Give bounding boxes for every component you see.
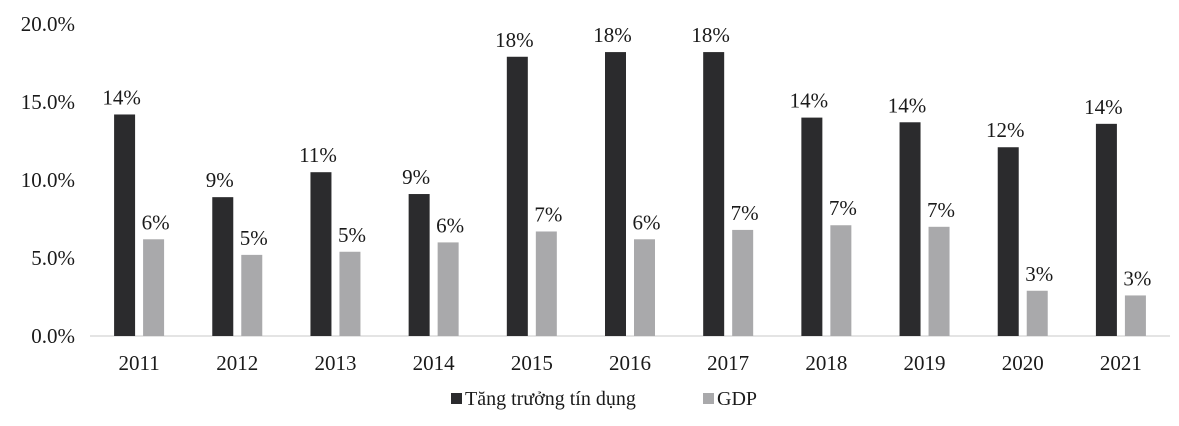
credit-growth-bar [114, 114, 136, 336]
credit-growth-data-label: 14% [888, 93, 927, 117]
legend-swatch-gdp [703, 393, 714, 404]
x-axis: 2011 2012 2013 2014 2015 2016 2017 2018 2019 2020… [90, 335, 1170, 375]
gdp-bar [241, 254, 263, 336]
credit-growth-bar [605, 52, 626, 336]
x-tick-label: 2019 [904, 351, 946, 375]
credit-growth-data-label: 14% [102, 85, 141, 109]
gdp-bar [732, 229, 754, 336]
credit-growth-bar [801, 117, 823, 336]
gdp-data-label: 3% [1025, 262, 1053, 286]
credit-growth-data-label: 11% [299, 143, 337, 167]
credit-growth-data-label: 9% [402, 165, 430, 189]
gdp-bar [339, 251, 361, 336]
gdp-data-label: 7% [731, 201, 759, 225]
y-tick-label: 15.0% [21, 90, 75, 114]
gdp-data-label: 7% [829, 196, 857, 220]
gdp-data-label: 7% [534, 202, 562, 226]
x-tick-label: 2016 [609, 351, 651, 375]
x-tick-label: 2018 [805, 351, 847, 375]
x-tick-label: 2017 [707, 351, 749, 375]
data-labels: 14%6%9%5%11%5%9%6%18%7%18%6%18%7%14%7%14… [102, 23, 1151, 290]
gdp-bar [830, 225, 852, 336]
credit-growth-data-label: 18% [495, 28, 534, 52]
credit-growth-bar [506, 56, 528, 336]
x-tick-label: 2011 [118, 351, 159, 375]
legend-label-gdp: GDP [717, 388, 757, 410]
credit-growth-bar [997, 147, 1019, 336]
x-tick-label: 2014 [413, 351, 456, 375]
credit-growth-bar [899, 122, 921, 336]
credit-growth-bar [703, 52, 725, 336]
bars [114, 52, 1146, 336]
y-tick-label: 0.0% [31, 324, 75, 348]
gdp-bar [1026, 290, 1048, 336]
gdp-data-label: 3% [1123, 266, 1151, 290]
credit-growth-data-label: 9% [206, 168, 234, 192]
legend-swatch-credit-growth [451, 393, 462, 404]
y-tick-label: 5.0% [31, 246, 75, 270]
x-tick-label: 2015 [511, 351, 553, 375]
x-tick-label: 2012 [216, 351, 258, 375]
gdp-data-label: 5% [338, 223, 366, 247]
credit-growth-bar [212, 197, 234, 336]
gdp-bar [1124, 295, 1146, 336]
gdp-bar [535, 231, 557, 336]
gdp-data-label: 5% [240, 226, 268, 250]
credit-growth-bar [408, 194, 430, 336]
x-tick-label: 2013 [314, 351, 356, 375]
credit-growth-data-label: 18% [691, 23, 730, 47]
credit-growth-data-label: 14% [790, 89, 829, 113]
legend: Tăng trưởng tín dụng GDP [451, 388, 757, 410]
y-tick-label: 10.0% [21, 168, 75, 192]
x-tick-label: 2020 [1002, 351, 1044, 375]
credit-growth-data-label: 12% [986, 118, 1025, 142]
gdp-bar [437, 242, 459, 336]
x-tick-label: 2021 [1100, 351, 1142, 375]
y-tick-label: 20.0% [21, 12, 75, 36]
gdp-data-label: 6% [142, 210, 170, 234]
legend-label-credit-growth: Tăng trưởng tín dụng [465, 388, 636, 410]
gdp-bar [143, 239, 165, 336]
gdp-bar [634, 239, 655, 336]
gdp-bar [928, 226, 950, 336]
gdp-data-label: 7% [927, 198, 955, 222]
credit-growth-data-label: 18% [593, 23, 632, 47]
credit-growth-data-label: 14% [1084, 95, 1123, 119]
credit-growth-bar [1095, 123, 1117, 336]
gdp-data-label: 6% [633, 210, 661, 234]
credit-growth-bar [310, 172, 332, 336]
y-axis: 0.0% 5.0% 10.0% 15.0% 20.0% [21, 12, 75, 348]
gdp-data-label: 6% [436, 213, 464, 237]
